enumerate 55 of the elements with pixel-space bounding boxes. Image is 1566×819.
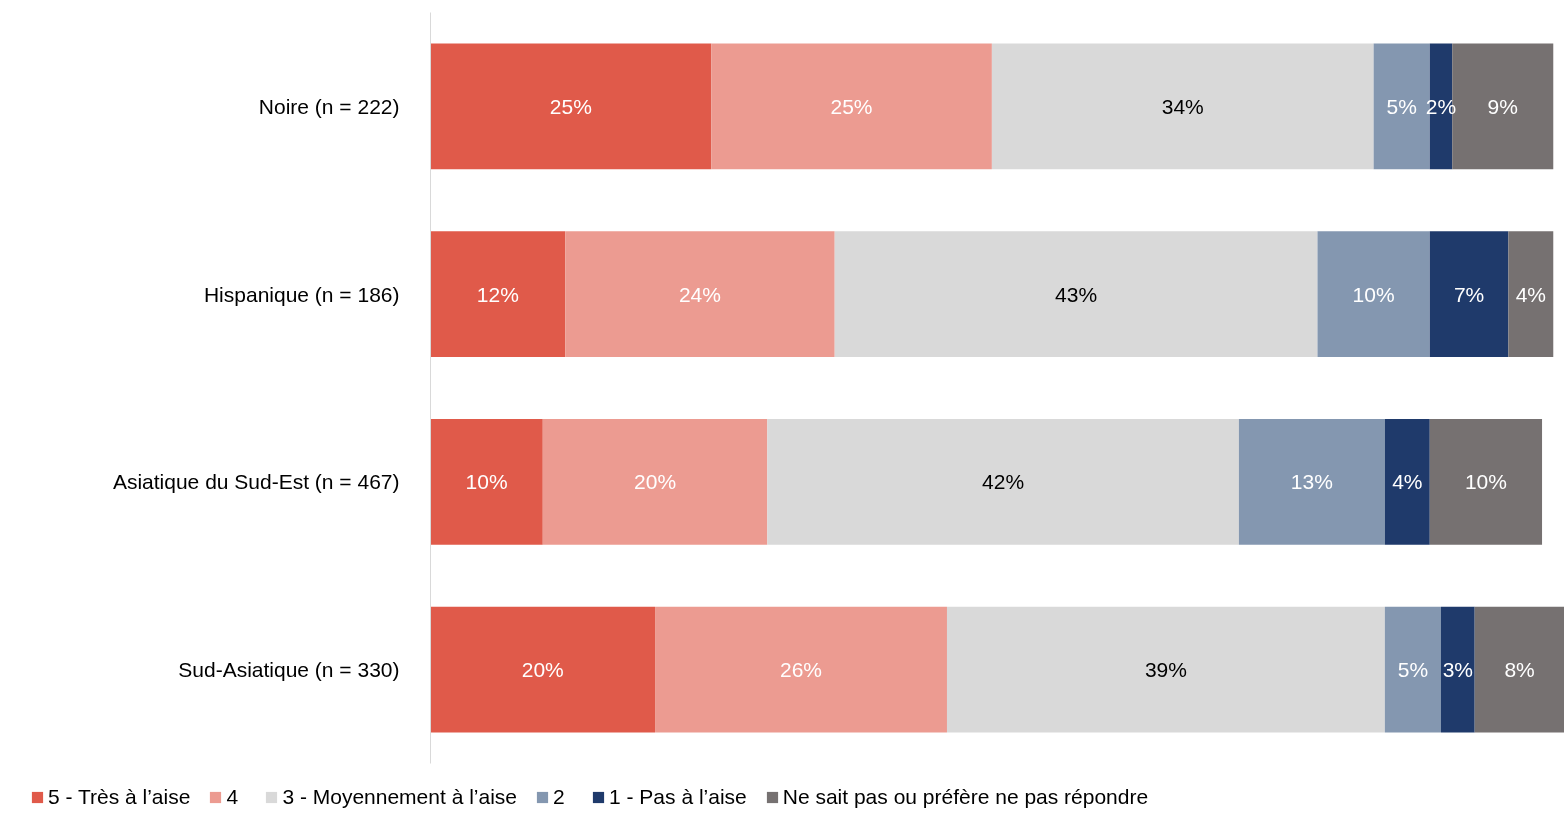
legend-label: 3 - Moyennement à l’aise — [282, 785, 518, 809]
legend-label: 4 — [226, 785, 240, 809]
data-label: 26% — [780, 658, 823, 682]
legend-label: Ne sait pas ou préfère ne pas répondre — [782, 785, 1149, 809]
bar — [430, 606, 656, 733]
legend-label: 5 - Très à l’aise — [48, 785, 191, 809]
bar — [1384, 418, 1430, 545]
bar — [655, 606, 947, 733]
data-label: 7% — [1453, 282, 1485, 306]
data-label: 10% — [1464, 470, 1507, 494]
bar — [711, 43, 992, 170]
data-label: 10% — [465, 470, 508, 494]
bar — [565, 231, 835, 358]
data-label: 12% — [476, 282, 519, 306]
data-label: 24% — [678, 282, 721, 306]
data-label: 43% — [1055, 282, 1098, 306]
bar — [1440, 606, 1475, 733]
data-label: 10% — [1352, 282, 1395, 306]
data-label: 2% — [1425, 94, 1457, 118]
data-label: 25% — [549, 94, 592, 118]
bar — [1384, 606, 1441, 733]
bar — [1429, 231, 1509, 358]
data-label: 20% — [634, 470, 677, 494]
y-tick-label: Noire (n = 222) — [258, 94, 400, 118]
bar — [430, 43, 712, 170]
data-label: 34% — [1161, 94, 1204, 118]
data-label: 8% — [1504, 658, 1535, 682]
y-tick-label: Sud-Asiatique (n = 330) — [178, 658, 400, 682]
bar — [834, 231, 1318, 358]
data-label: 3% — [1442, 658, 1474, 682]
y-tick-label: Asiatique du Sud-Est (n = 467) — [112, 470, 400, 494]
legend-label: 1 - Pas à l’aise — [609, 785, 747, 809]
data-label: 20% — [521, 658, 564, 682]
y-tick-label: Hispanique (n = 186) — [203, 282, 400, 306]
data-label: 5% — [1386, 94, 1417, 118]
bar — [1317, 231, 1430, 358]
data-label: 5% — [1397, 658, 1429, 682]
data-label: 4% — [1392, 470, 1423, 494]
bar — [1508, 231, 1554, 358]
bar — [991, 43, 1374, 170]
bar — [1474, 606, 1564, 733]
bar — [430, 418, 543, 545]
bar — [946, 606, 1385, 733]
data-label: 25% — [830, 94, 873, 118]
bar — [542, 418, 768, 545]
legend-label: 2 — [553, 785, 566, 809]
data-label: 39% — [1144, 658, 1187, 682]
bar — [1238, 418, 1385, 545]
data-label: 4% — [1515, 282, 1546, 306]
data-label: 13% — [1290, 470, 1333, 494]
data-label: 9% — [1487, 94, 1518, 118]
bar — [430, 231, 566, 358]
bar — [767, 418, 1239, 545]
bar — [1429, 418, 1543, 545]
data-label: 42% — [982, 470, 1025, 494]
